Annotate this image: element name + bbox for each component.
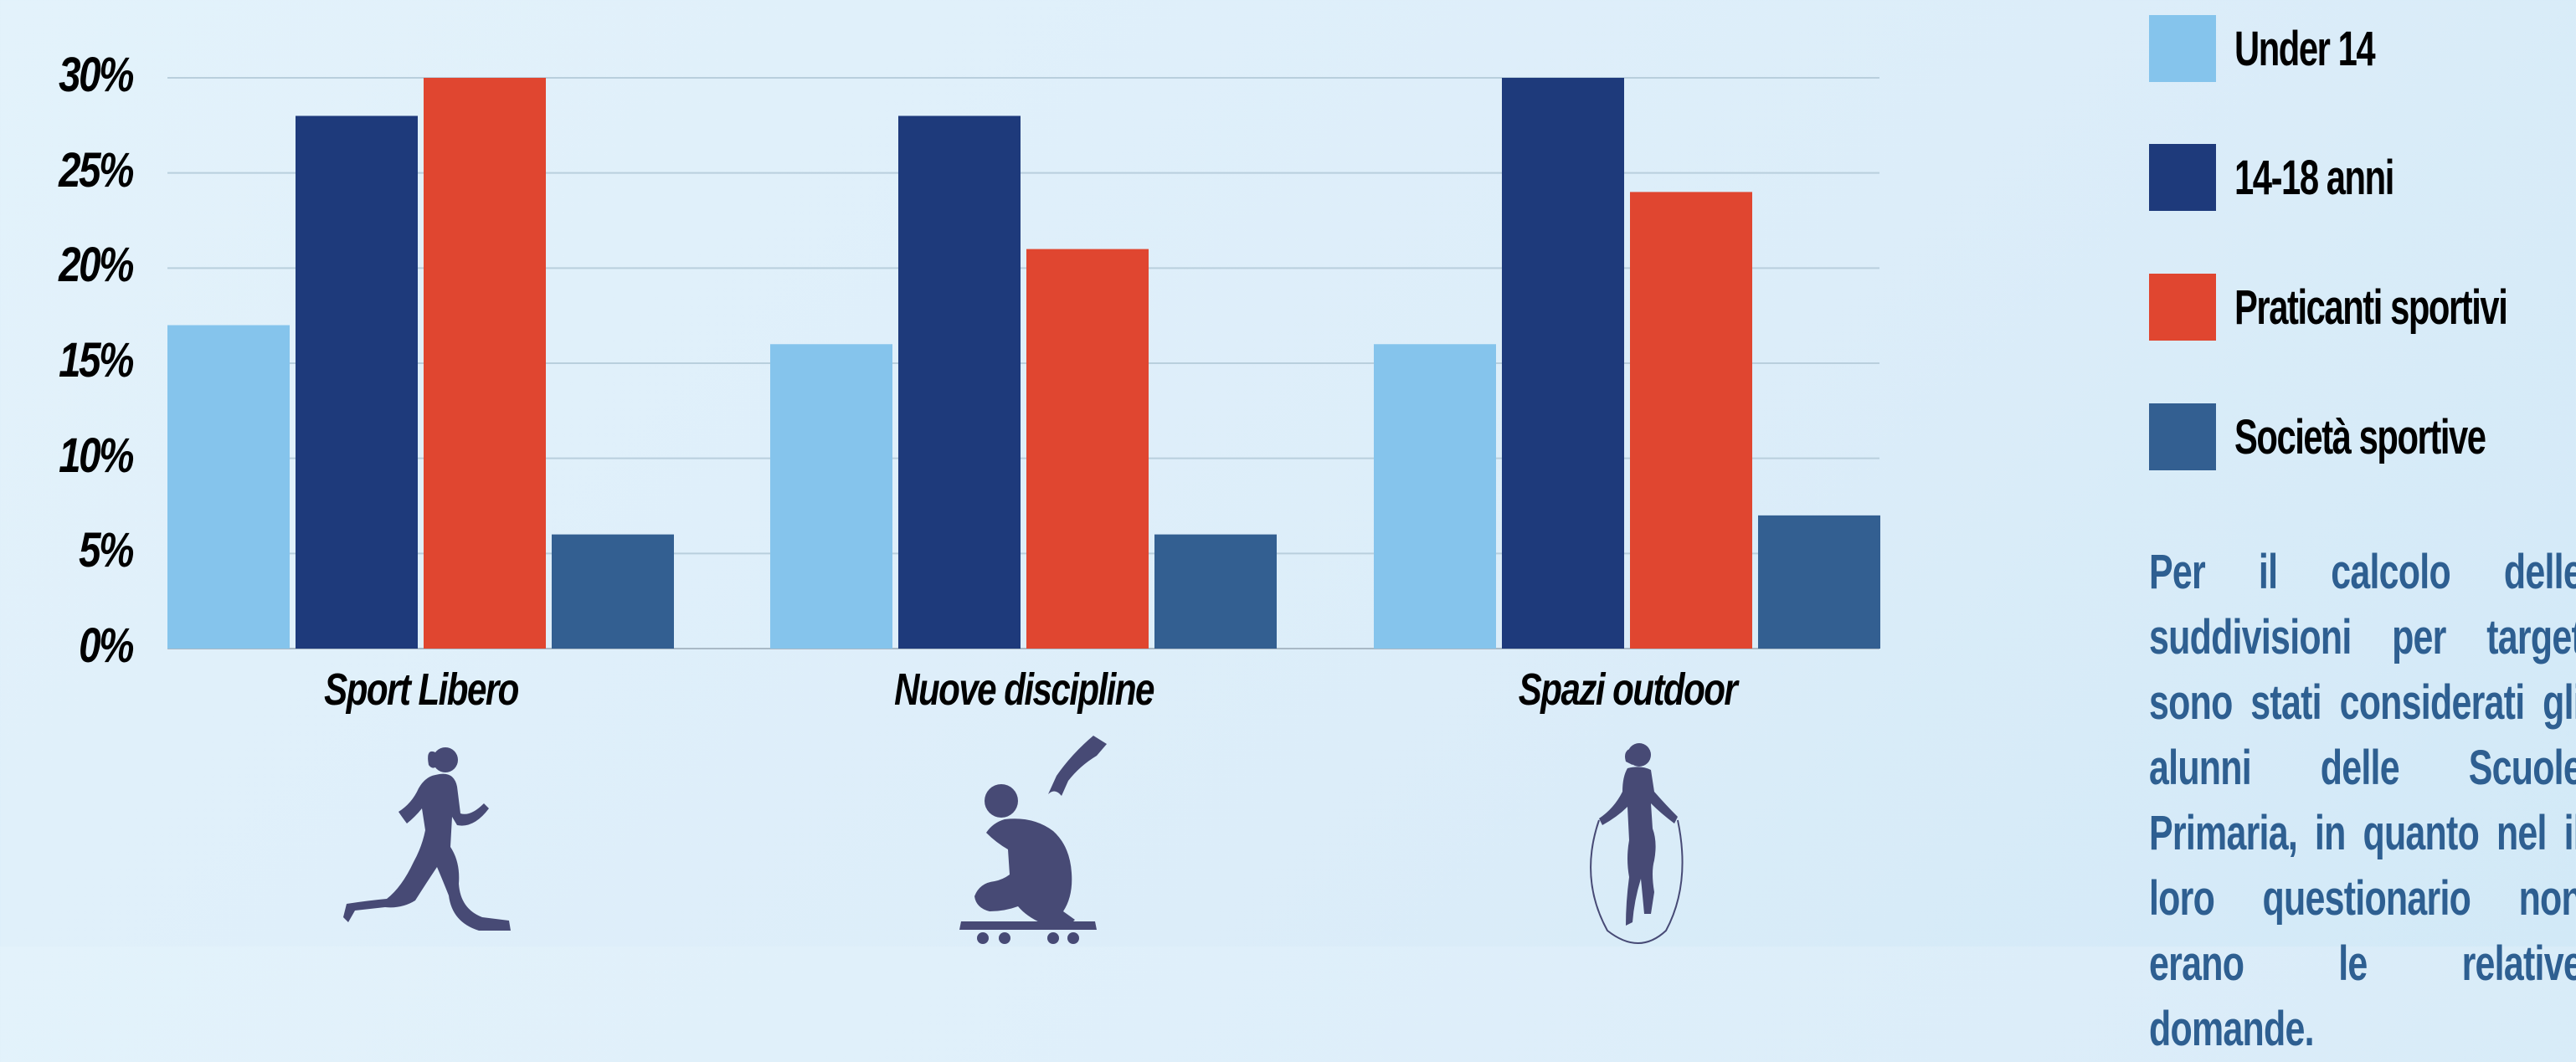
legend-label: 14-18 anni [2234, 150, 2394, 205]
legend-swatch [2149, 274, 2216, 341]
runner-icon [343, 747, 511, 931]
legend-item: Praticanti sportivi [2149, 274, 2576, 341]
bar-chart [167, 77, 1880, 649]
bar [1630, 192, 1752, 649]
bar [1026, 249, 1149, 649]
x-category-label: Sport Libero [323, 664, 519, 715]
y-tick-label: 25% [59, 142, 134, 198]
footnote-text: Per il calcolo delle suddivisioni per ta… [2149, 545, 2576, 1056]
legend-item: Società sportive [2149, 403, 2576, 470]
x-category-label: Nuove discipline [893, 664, 1154, 715]
legend-item: Under 14 [2149, 15, 2429, 82]
legend-label: Under 14 [2234, 21, 2376, 76]
bar [1374, 344, 1496, 649]
y-tick-label: 0% [79, 618, 134, 673]
bar [770, 344, 892, 649]
x-category-label: Spazi outdoor [1518, 664, 1737, 715]
bar [424, 78, 546, 649]
bar [1154, 534, 1277, 649]
legend-label: Praticanti sportivi [2234, 280, 2508, 335]
skateboarder-icon [959, 736, 1107, 944]
bar [296, 115, 418, 649]
bar [552, 534, 674, 649]
legend-item: 14-18 anni [2149, 144, 2455, 211]
y-tick-label: 20% [59, 238, 134, 293]
legend-swatch [2149, 403, 2216, 470]
bar [1758, 515, 1880, 649]
bar [898, 115, 1021, 649]
bar [167, 325, 290, 649]
bar [1502, 78, 1624, 649]
y-tick-label: 30% [59, 48, 134, 102]
y-tick-label: 10% [59, 428, 134, 483]
legend-label: Società sportive [2234, 409, 2486, 464]
y-tick-label: 5% [79, 523, 134, 578]
legend-swatch [2149, 144, 2216, 211]
jump-rope-icon [1590, 743, 1684, 944]
y-tick-label: 15% [59, 333, 134, 387]
legend-swatch [2149, 15, 2216, 82]
